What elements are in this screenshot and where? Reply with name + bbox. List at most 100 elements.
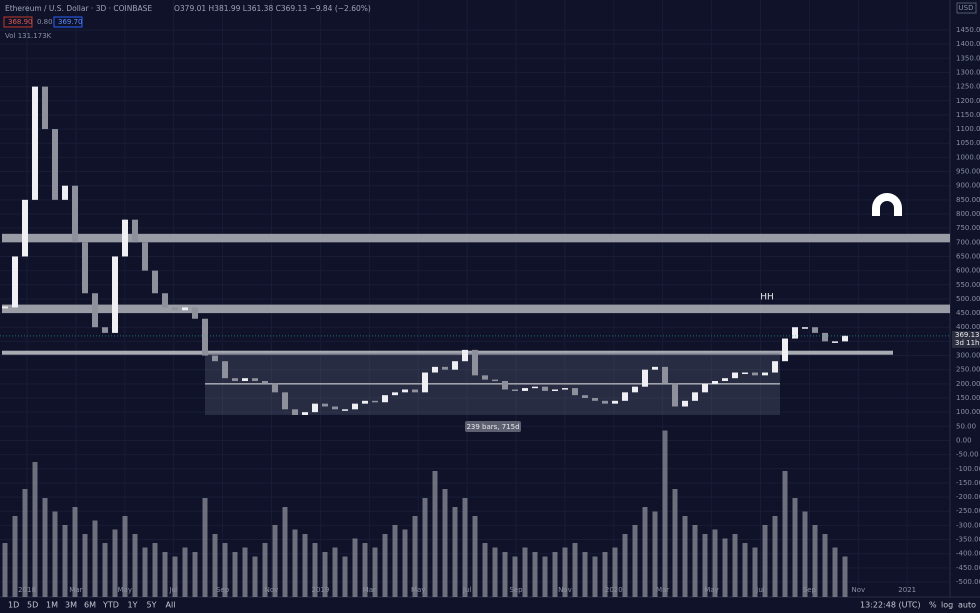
candle	[352, 403, 358, 410]
candle	[322, 403, 328, 407]
countdown: 3d 11h	[955, 339, 979, 347]
y-tick-label: 1350.00	[956, 54, 980, 62]
y-tick-label: 400.00	[956, 323, 980, 331]
y-tick-label: -150.00	[956, 479, 980, 487]
candle	[822, 332, 828, 342]
candle	[342, 409, 348, 411]
y-tick-label: -200.00	[956, 493, 980, 501]
candle	[142, 242, 148, 271]
y-tick-label: 800.00	[956, 210, 980, 218]
y-tick-label: 150.00	[956, 394, 980, 402]
y-tick-label: 1200.00	[956, 97, 980, 105]
x-tick-label: May	[411, 586, 425, 594]
y-tick-label: -500.00	[956, 578, 980, 586]
volume-bar	[732, 534, 738, 597]
y-tick-label: 300.00	[956, 352, 980, 360]
y-tick-label: 1050.00	[956, 139, 980, 147]
scale-toggle-auto[interactable]: auto	[958, 601, 976, 610]
annotation: HH	[760, 293, 774, 303]
range-label: 239 bars, 715d	[466, 423, 519, 431]
volume-label: Vol 131.173K	[5, 32, 52, 40]
candle	[652, 366, 658, 370]
candle	[622, 392, 628, 401]
volume-bar	[692, 525, 698, 597]
volume-bar	[432, 471, 438, 597]
candle	[382, 395, 388, 403]
range-button[interactable]: YTD	[102, 601, 119, 610]
volume-bar	[312, 543, 318, 597]
range-button[interactable]: 5Y	[147, 601, 157, 610]
y-tick-label: -50.00	[956, 451, 979, 459]
y-tick-label: 700.00	[956, 238, 980, 246]
volume-bar	[62, 525, 68, 597]
candle	[492, 379, 498, 382]
volume-bar	[162, 552, 168, 597]
candle	[632, 386, 638, 393]
scale-toggle-log[interactable]: log	[941, 601, 953, 610]
candle	[242, 378, 248, 382]
range-button[interactable]: 3M	[65, 601, 77, 610]
candle	[12, 256, 18, 308]
range-button[interactable]: All	[166, 601, 176, 610]
volume-bar	[342, 556, 348, 597]
volume-bar	[442, 489, 448, 597]
candle	[122, 219, 128, 257]
candle	[512, 389, 518, 392]
candle	[572, 388, 578, 396]
volume-bar	[482, 543, 488, 597]
ask: 369.70	[58, 18, 83, 26]
y-tick-label: 1450.00	[956, 26, 980, 34]
y-tick-label: 1100.00	[956, 125, 980, 133]
volume-bar	[382, 534, 388, 597]
y-tick-label: 650.00	[956, 252, 980, 260]
candle	[732, 372, 738, 379]
y-tick-label: 500.00	[956, 295, 980, 303]
candle	[462, 349, 468, 362]
range-button[interactable]: 1Y	[128, 601, 138, 610]
volume-bar	[332, 547, 338, 597]
candle	[232, 378, 238, 382]
candle	[302, 412, 308, 415]
candle	[82, 242, 88, 294]
candle	[392, 392, 398, 396]
volume-bar	[102, 543, 108, 597]
resistance-zone	[2, 233, 950, 243]
volume-bar	[562, 547, 568, 597]
y-tick-label: 950.00	[956, 168, 980, 176]
scale-toggle-percent[interactable]: %	[929, 601, 937, 610]
range-button[interactable]: 6M	[84, 601, 96, 610]
range-button[interactable]: 1D	[8, 601, 19, 610]
volume-bar	[82, 534, 88, 597]
volume-bar	[762, 525, 768, 597]
y-tick-label: 1000.00	[956, 153, 980, 161]
volume-bar	[42, 498, 48, 597]
resistance-zone	[2, 304, 950, 314]
candle	[722, 378, 728, 382]
candle	[252, 378, 258, 382]
volume-bar	[712, 529, 718, 597]
volume-bar	[422, 498, 428, 597]
volume-bar	[502, 552, 508, 597]
candle	[402, 389, 408, 393]
y-tick-label: 100.00	[956, 408, 980, 416]
volume-bar	[372, 547, 378, 597]
range-button[interactable]: 5D	[27, 601, 38, 610]
volume-bar	[122, 516, 128, 597]
volume-bar	[682, 516, 688, 597]
last-price: 369.13	[955, 331, 980, 339]
volume-bar	[592, 556, 598, 597]
y-tick-label: 250.00	[956, 366, 980, 374]
volume-bar	[172, 556, 178, 597]
volume-bar	[212, 534, 218, 597]
support-line	[2, 350, 893, 355]
x-tick-label: Jul	[755, 586, 765, 594]
candle	[332, 406, 338, 410]
y-tick-label: 900.00	[956, 182, 980, 190]
volume-bar	[742, 543, 748, 597]
candle	[42, 86, 48, 130]
range-button[interactable]: 1M	[46, 601, 58, 610]
volume-bar	[402, 529, 408, 597]
currency-box	[956, 2, 977, 14]
candle	[262, 381, 268, 384]
